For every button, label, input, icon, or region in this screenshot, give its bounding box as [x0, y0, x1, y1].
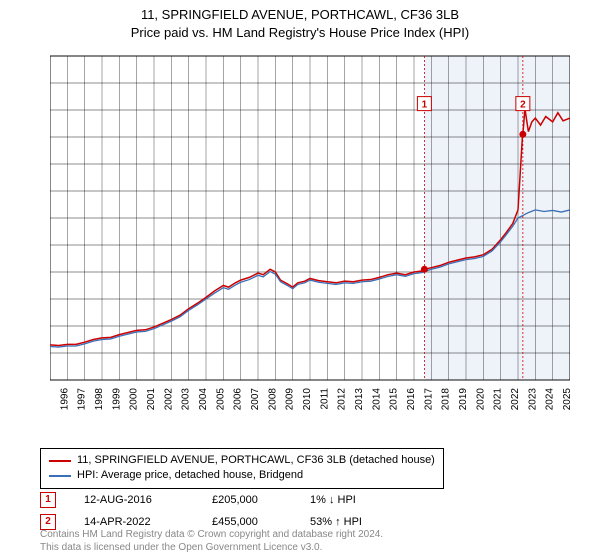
svg-text:2021: 2021 — [493, 388, 504, 410]
svg-text:1997: 1997 — [77, 388, 88, 410]
svg-text:2: 2 — [520, 100, 526, 111]
svg-text:1999: 1999 — [111, 388, 122, 410]
legend-label: HPI: Average price, detached house, Brid… — [77, 468, 303, 483]
legend-item: 11, SPRINGFIELD AVENUE, PORTHCAWL, CF36 … — [49, 453, 435, 468]
svg-text:1996: 1996 — [59, 388, 70, 410]
sale-marker: 1 — [40, 492, 56, 508]
footer: Contains HM Land Registry data © Crown c… — [40, 528, 383, 554]
svg-text:2016: 2016 — [406, 388, 417, 410]
legend-swatch — [49, 475, 71, 477]
svg-text:2009: 2009 — [285, 388, 296, 410]
sale-price: £455,000 — [212, 516, 282, 528]
svg-text:2007: 2007 — [250, 388, 261, 410]
svg-text:1: 1 — [422, 100, 428, 111]
sale-date: 14-APR-2022 — [84, 516, 184, 528]
legend-label: 11, SPRINGFIELD AVENUE, PORTHCAWL, CF36 … — [77, 453, 435, 468]
sale-date: 12-AUG-2016 — [84, 494, 184, 506]
svg-text:2013: 2013 — [354, 388, 365, 410]
svg-text:2002: 2002 — [163, 388, 174, 410]
svg-text:2017: 2017 — [423, 388, 434, 410]
svg-text:1995: 1995 — [50, 388, 53, 410]
svg-text:2015: 2015 — [389, 388, 400, 410]
sale-row: 1 12-AUG-2016 £205,000 1% ↓ HPI — [40, 492, 420, 508]
svg-text:2020: 2020 — [475, 388, 486, 410]
svg-text:2008: 2008 — [267, 388, 278, 410]
legend-item: HPI: Average price, detached house, Brid… — [49, 468, 435, 483]
price-chart: £0£50K£100K£150K£200K£250K£300K£350K£400… — [50, 50, 570, 410]
legend: 11, SPRINGFIELD AVENUE, PORTHCAWL, CF36 … — [40, 448, 444, 489]
title-address: 11, SPRINGFIELD AVENUE, PORTHCAWL, CF36 … — [0, 6, 600, 24]
sale-pct: 53% ↑ HPI — [310, 516, 420, 528]
svg-text:2022: 2022 — [510, 388, 521, 410]
svg-text:2004: 2004 — [198, 388, 209, 410]
svg-text:2014: 2014 — [371, 388, 382, 410]
chart-area: £0£50K£100K£150K£200K£250K£300K£350K£400… — [50, 50, 570, 410]
svg-text:2003: 2003 — [181, 388, 192, 410]
title-subtitle: Price paid vs. HM Land Registry's House … — [0, 24, 600, 42]
svg-text:2011: 2011 — [319, 388, 330, 410]
footer-line2: This data is licensed under the Open Gov… — [40, 541, 383, 554]
svg-text:2012: 2012 — [337, 388, 348, 410]
title-block: 11, SPRINGFIELD AVENUE, PORTHCAWL, CF36 … — [0, 0, 600, 41]
svg-text:1998: 1998 — [94, 388, 105, 410]
svg-text:2005: 2005 — [215, 388, 226, 410]
svg-text:2010: 2010 — [302, 388, 313, 410]
sale-pct: 1% ↓ HPI — [310, 494, 420, 506]
sale-price: £205,000 — [212, 494, 282, 506]
svg-text:2024: 2024 — [545, 388, 556, 410]
svg-text:2018: 2018 — [441, 388, 452, 410]
svg-text:2025: 2025 — [562, 388, 570, 410]
svg-text:2019: 2019 — [458, 388, 469, 410]
svg-text:2000: 2000 — [129, 388, 140, 410]
svg-text:2001: 2001 — [146, 388, 157, 410]
svg-text:2023: 2023 — [527, 388, 538, 410]
footer-line1: Contains HM Land Registry data © Crown c… — [40, 528, 383, 541]
svg-text:2006: 2006 — [233, 388, 244, 410]
legend-swatch — [49, 460, 71, 462]
